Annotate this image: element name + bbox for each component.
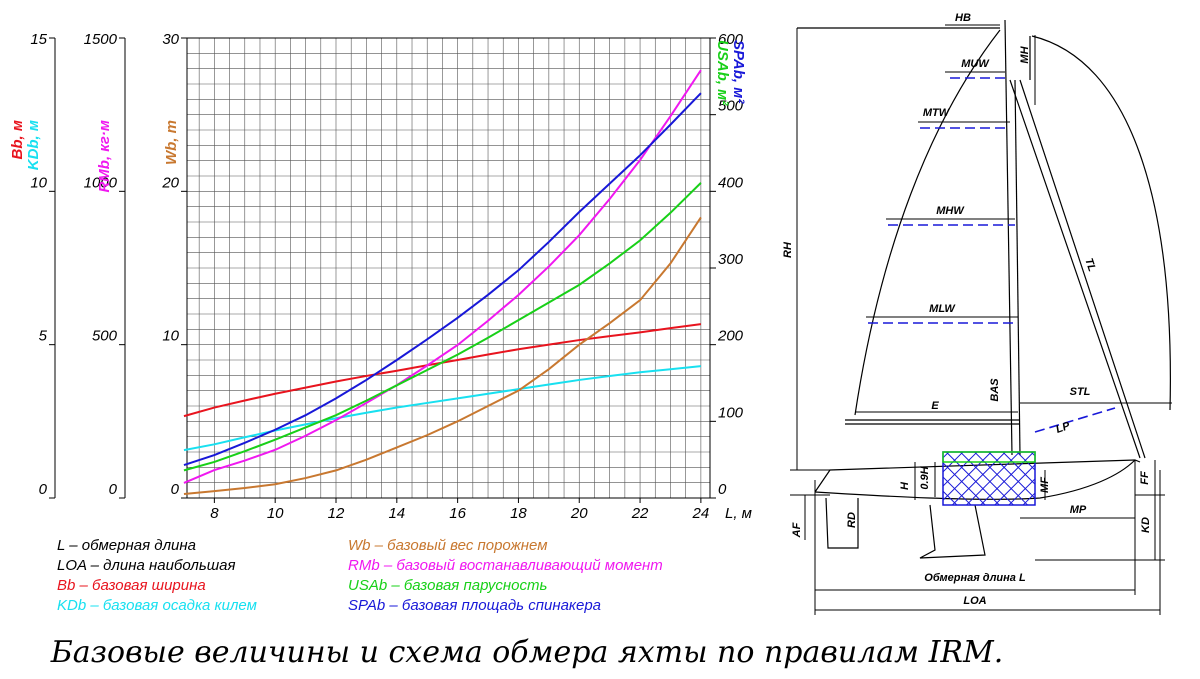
diagram-label: MTW <box>923 107 951 119</box>
diagram-label: MH <box>1019 45 1031 63</box>
x-tick-label: 22 <box>631 505 649 522</box>
legend-entry: SPAb – базовая площадь спинакера <box>348 597 601 614</box>
y-tick-label: 10 <box>30 174 47 191</box>
y-axis-label: RMb, кг·м <box>96 120 113 193</box>
diagram-label: LOA <box>963 595 986 607</box>
x-axis-label: L, м <box>725 505 752 522</box>
diagram-label: HB <box>955 12 971 24</box>
y-tick-label: 0 <box>39 481 48 498</box>
diagram-label: MLW <box>929 303 956 315</box>
series-line <box>183 69 702 484</box>
y-tick-label: 500 <box>718 98 744 115</box>
series-line <box>183 216 702 496</box>
diagram-label: KD <box>1140 517 1152 533</box>
y-axis-label: KDb, м <box>25 120 42 170</box>
y-tick-label: 10 <box>162 328 179 345</box>
y-axis-label: SPAb, м² <box>730 40 747 104</box>
y-axis-label: USAb, м² <box>714 40 731 106</box>
x-tick-label: 10 <box>267 505 284 522</box>
y-tick-label: 300 <box>718 251 744 268</box>
legend-entry: L – обмерная длина <box>57 537 196 554</box>
y-axis-label: Wb, т <box>163 120 180 165</box>
x-tick-label: 14 <box>388 505 405 522</box>
diagram-label: AF <box>791 522 803 538</box>
diagram-label: MHW <box>936 205 965 217</box>
y-tick-label: 500 <box>92 328 118 345</box>
y-tick-label: 0 <box>718 481 727 498</box>
y-tick-label: 400 <box>718 174 744 191</box>
diagram-label: LP <box>1054 420 1072 436</box>
legend-entry: Wb – базовый вес порожнем <box>348 537 547 554</box>
legend-entry: USAb – базовая парусность <box>348 577 548 594</box>
yacht-diagram: HB MH MUW MTW MHW MLW E BAS STL LP TL RH H 0.9H MF FF AF… <box>782 12 1172 615</box>
diagram-label: FF <box>1139 471 1151 485</box>
diagram-label: STL <box>1070 386 1091 398</box>
diagram-label: RD <box>846 512 858 528</box>
diagram-label: TL <box>1082 257 1098 274</box>
diagram-label: RH <box>782 241 794 258</box>
caption: Базовые величины и схема обмера яхты по … <box>50 635 1004 670</box>
legend-entry: KDb – базовая осадка килем <box>57 597 257 614</box>
x-tick-label: 12 <box>328 505 345 522</box>
series-line <box>183 182 702 472</box>
legend-entry: LOA – длина наибольшая <box>57 557 236 574</box>
y-tick-label: 100 <box>718 404 744 421</box>
y-tick-label: 5 <box>39 328 48 345</box>
diagram-label: MUW <box>961 58 990 70</box>
y-tick-label: 0 <box>171 481 180 498</box>
x-tick-label: 24 <box>692 505 710 522</box>
legend-entry: Bb – базовая ширина <box>57 577 206 594</box>
x-tick-label: 8 <box>210 505 219 522</box>
legend-entry: RMb – базовый востанавливающий момент <box>348 557 663 574</box>
diagram-label: E <box>931 400 939 412</box>
x-tick-label: 18 <box>510 505 527 522</box>
diagram-label: 0.9H <box>919 465 931 489</box>
diagram-label: MF <box>1039 477 1051 493</box>
y-tick-label: 200 <box>717 328 744 345</box>
diagram-label: BAS <box>989 378 1001 402</box>
y-tick-label: 20 <box>161 174 179 191</box>
y-tick-label: 1500 <box>84 31 118 48</box>
y-tick-label: 15 <box>30 31 47 48</box>
y-axis-label: Bb, м <box>9 120 26 159</box>
y-tick-label: 30 <box>162 31 179 48</box>
diagram-label: H <box>899 481 911 490</box>
diagram-label: Обмерная длина L <box>924 572 1026 584</box>
y-tick-label: 0 <box>109 481 118 498</box>
x-tick-label: 20 <box>570 505 588 522</box>
y-tick-label: 1000 <box>84 174 118 191</box>
diagram-label: MP <box>1070 504 1087 516</box>
series-line <box>183 92 702 466</box>
x-tick-label: 16 <box>449 505 466 522</box>
y-tick-label: 600 <box>718 31 744 48</box>
